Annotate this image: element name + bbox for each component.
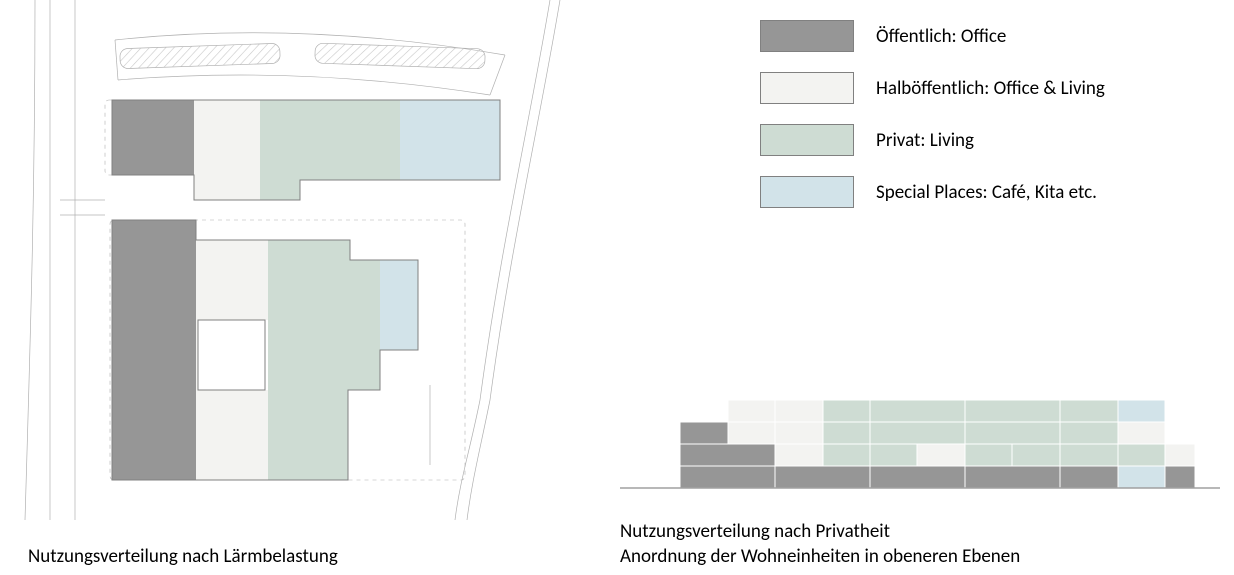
context-line: [25, 0, 35, 520]
zone-living: [268, 240, 380, 480]
legend-label: Special Places: Café, Kita etc.: [876, 181, 1097, 204]
courtyard: [198, 320, 265, 390]
building-a: [112, 100, 500, 200]
legend-item-semi: Halböffentlich: Office & Living: [760, 72, 1105, 104]
section-cell-special: [1118, 466, 1165, 488]
caption-section-1: Nutzungsverteilung nach Privatheit: [620, 520, 890, 543]
section-cell-living: [823, 422, 870, 444]
section-cell-semi: [728, 422, 775, 444]
section-cell-living: [965, 444, 1012, 466]
section-cell-office: [1165, 466, 1195, 488]
zone-office: [112, 220, 196, 480]
root: Öffentlich: Office Halböffentlich: Office…: [0, 0, 1234, 575]
section-cell-office: [680, 422, 728, 444]
section-cell-living: [965, 422, 1060, 444]
section-cell-office: [775, 466, 870, 488]
legend-item-special: Special Places: Café, Kita etc.: [760, 176, 1097, 208]
section-elevation: [620, 380, 1220, 500]
section-cell-living: [870, 444, 917, 466]
section-cell-semi: [1165, 444, 1195, 466]
section-cell-office: [680, 444, 775, 466]
zone-semi: [194, 100, 260, 200]
section-cell-living: [1060, 444, 1118, 466]
legend-item-office: Öffentlich: Office: [760, 20, 1006, 52]
section-cell-office: [965, 466, 1060, 488]
section-cell-office: [870, 466, 965, 488]
section-cell-office: [680, 466, 775, 488]
context-line: [490, 55, 505, 95]
legend-swatch: [760, 176, 854, 208]
hatched-strip: [120, 43, 281, 69]
legend-swatch: [760, 72, 854, 104]
caption-plan: Nutzungsverteilung nach Lärmbelastung: [28, 545, 338, 568]
site-plan: [0, 0, 620, 520]
section-cell-living: [1060, 400, 1118, 422]
legend-item-living: Privat: Living: [760, 124, 974, 156]
context-line: [115, 40, 118, 80]
section-cell-living: [870, 422, 965, 444]
zone-special: [400, 100, 500, 180]
section-cell-living: [823, 444, 870, 466]
section-cell-living: [823, 400, 870, 422]
section-cell-semi: [775, 400, 823, 422]
section-cell-living: [870, 400, 965, 422]
section-cell-semi: [917, 444, 965, 466]
hatched-strip: [315, 43, 486, 69]
zone-office: [112, 100, 194, 175]
context-line: [467, 0, 560, 520]
section-cell-living: [1012, 444, 1060, 466]
legend-label: Halböffentlich: Office & Living: [876, 77, 1105, 100]
section-cell-office: [1060, 466, 1118, 488]
section-cell-living: [1060, 422, 1118, 444]
caption-section-2: Anordnung der Wohneinheiten in obeneren …: [620, 545, 1020, 568]
context-line: [455, 0, 550, 520]
section-cell-semi: [728, 400, 775, 422]
section-cell-living: [965, 400, 1060, 422]
section-cell-semi: [775, 422, 823, 444]
legend-swatch: [760, 124, 854, 156]
building-b: [112, 220, 418, 480]
legend-label: Öffentlich: Office: [876, 25, 1006, 48]
section-cell-living: [1118, 444, 1165, 466]
section-cell-semi: [775, 444, 823, 466]
zone-living: [260, 100, 400, 200]
legend-label: Privat: Living: [876, 129, 974, 152]
legend-swatch: [760, 20, 854, 52]
section-cell-semi: [1118, 422, 1165, 444]
context-line: [118, 75, 490, 95]
section-cell-special: [1118, 400, 1165, 422]
